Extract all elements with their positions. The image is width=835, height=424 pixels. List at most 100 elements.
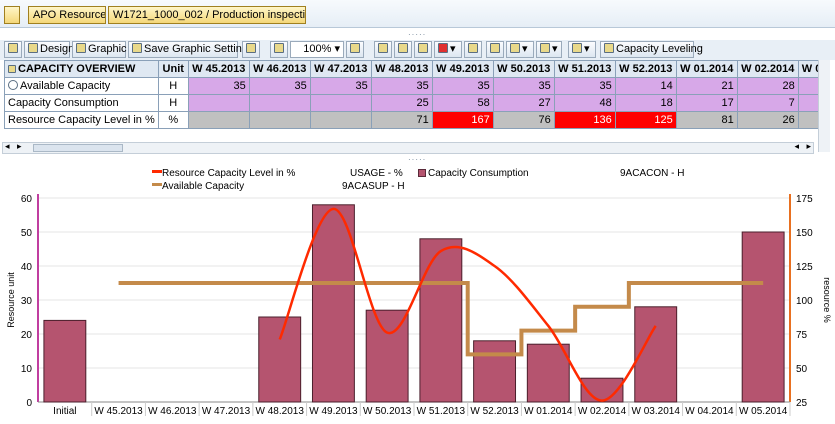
table-cell[interactable] xyxy=(187,111,250,129)
resource-selector-button[interactable]: W1721_1000_002 / Production inspectio xyxy=(108,6,306,24)
row-label-available-capacity[interactable]: Available Capacity xyxy=(4,77,159,95)
table-cell[interactable] xyxy=(309,94,372,112)
table-cell[interactable]: 27 xyxy=(492,94,555,112)
bar-capacity-consumption xyxy=(741,231,785,403)
table-cell[interactable]: 26 xyxy=(736,111,799,129)
splitter-handle-bottom[interactable]: ····· xyxy=(408,155,427,164)
table-cell-overload[interactable]: 125 xyxy=(614,111,677,129)
table-cell[interactable] xyxy=(187,94,250,112)
y2-tick-label: 50 xyxy=(796,364,808,375)
bar-capacity-consumption xyxy=(419,238,463,403)
week-header[interactable]: W 02.2014 xyxy=(736,60,799,78)
table-header-row: CAPACITY OVERVIEW Unit W 45.2013 W 46.20… xyxy=(4,60,826,78)
table-cell[interactable]: 48 xyxy=(553,94,616,112)
legend-square-icon xyxy=(418,169,426,177)
week-header[interactable]: W 50.2013 xyxy=(492,60,555,78)
table-cell-overload[interactable]: 136 xyxy=(553,111,616,129)
table-cell[interactable]: 28 xyxy=(736,77,799,95)
table-header-title[interactable]: CAPACITY OVERVIEW xyxy=(4,60,159,78)
table-cell[interactable]: 35 xyxy=(309,77,372,95)
table-cell[interactable] xyxy=(248,111,311,129)
table-cell-overload[interactable]: 167 xyxy=(431,111,494,129)
zoom-in-button[interactable] xyxy=(346,41,364,58)
week-header[interactable]: W 48.2013 xyxy=(370,60,433,78)
table-row: Resource Capacity Level in % % 71 167 76… xyxy=(4,111,826,129)
alert-button[interactable]: ▾ xyxy=(434,41,462,58)
table-cell[interactable]: 17 xyxy=(675,94,738,112)
table-cell[interactable]: 76 xyxy=(492,111,555,129)
unit-header[interactable]: Unit xyxy=(157,60,189,78)
y2-tick-label: 75 xyxy=(796,330,808,341)
design-button[interactable]: Design xyxy=(24,41,74,58)
zoom-out-button[interactable] xyxy=(270,41,288,58)
table-view-button[interactable]: ▾ xyxy=(568,41,596,58)
table-cell[interactable]: 25 xyxy=(370,94,433,112)
vertical-scrollbar[interactable] xyxy=(818,60,830,152)
filter-button[interactable] xyxy=(464,41,482,58)
table-cell[interactable]: 35 xyxy=(492,77,555,95)
open-folder-button[interactable] xyxy=(4,41,22,58)
settings-button[interactable] xyxy=(242,41,260,58)
horizontal-scrollbar[interactable]: ◂ ▸ ◂ ▸ xyxy=(2,141,814,154)
row-label-resource-capacity-level[interactable]: Resource Capacity Level in % xyxy=(4,111,159,129)
line-resource-capacity-level xyxy=(278,207,657,402)
bar-capacity-consumption xyxy=(311,204,355,403)
search-button[interactable]: ▾ xyxy=(506,41,534,58)
apo-resource-button[interactable]: APO Resource xyxy=(28,6,106,24)
week-header[interactable]: W 01.2014 xyxy=(675,60,738,78)
week-header[interactable]: W 49.2013 xyxy=(431,60,494,78)
table-cell[interactable]: 14 xyxy=(614,77,677,95)
table-cell[interactable]: 35 xyxy=(431,77,494,95)
layout-button[interactable]: ▾ xyxy=(536,41,562,58)
x-tick-label: W 05.2014 xyxy=(739,406,788,417)
table-cell[interactable]: 7 xyxy=(736,94,799,112)
table-cell[interactable]: 35 xyxy=(553,77,616,95)
save-graphic-label: Save Graphic Settings xyxy=(144,43,254,55)
graphic-icon xyxy=(76,43,86,53)
scroll-thumb[interactable] xyxy=(33,144,123,152)
scroll-right-arrow-icon-right[interactable]: ▸ xyxy=(806,141,811,151)
table-cell[interactable]: 21 xyxy=(675,77,738,95)
legend-item-available: Available Capacity xyxy=(152,181,244,192)
scroll-right-arrow-icon[interactable]: ▸ xyxy=(17,141,22,151)
layout-icon xyxy=(540,43,550,53)
table-cell[interactable]: 71 xyxy=(370,111,433,129)
table-cell[interactable]: 35 xyxy=(187,77,250,95)
row-label-capacity-consumption[interactable]: Capacity Consumption xyxy=(4,94,159,112)
document-button[interactable] xyxy=(374,41,392,58)
table-cell[interactable] xyxy=(309,111,372,129)
week-header[interactable]: W 46.2013 xyxy=(248,60,311,78)
alert-icon xyxy=(438,43,448,53)
table-cell[interactable]: 35 xyxy=(248,77,311,95)
capacity-leveling-button[interactable]: Capacity Leveling xyxy=(600,41,703,58)
week-header[interactable]: W 47.2013 xyxy=(309,60,372,78)
x-tick-label: W 04.2014 xyxy=(685,406,734,417)
legend-line-red-icon xyxy=(152,170,162,173)
print-icon xyxy=(418,43,428,53)
grid-settings-icon xyxy=(246,43,256,53)
menu-icon[interactable] xyxy=(4,6,20,24)
capacity-overview-table: CAPACITY OVERVIEW Unit W 45.2013 W 46.20… xyxy=(4,60,826,129)
people-button[interactable] xyxy=(486,41,504,58)
graphic-button[interactable]: Graphic xyxy=(72,41,127,58)
y2-tick-label: 25 xyxy=(796,398,808,409)
x-tick-label: Initial xyxy=(53,406,76,417)
week-header[interactable]: W 52.2013 xyxy=(614,60,677,78)
week-header[interactable]: W 45.2013 xyxy=(187,60,250,78)
table-cell[interactable]: 35 xyxy=(370,77,433,95)
legend-item-consumption: Capacity Consumption xyxy=(418,168,529,179)
y-tick-label: 50 xyxy=(21,228,33,239)
copy-button[interactable] xyxy=(394,41,412,58)
table-cell[interactable] xyxy=(248,94,311,112)
table-cell[interactable]: 58 xyxy=(431,94,494,112)
scroll-left-arrow-icon[interactable]: ◂ xyxy=(5,141,10,151)
scroll-left-arrow-icon-right[interactable]: ◂ xyxy=(794,141,799,151)
zoom-select[interactable]: 100% ▾ xyxy=(290,41,344,58)
bar-capacity-consumption xyxy=(526,343,570,403)
table-cell[interactable]: 18 xyxy=(614,94,677,112)
week-header[interactable]: W 51.2013 xyxy=(553,60,616,78)
table-cell[interactable]: 81 xyxy=(675,111,738,129)
save-graphic-settings-button[interactable]: Save Graphic Settings xyxy=(128,41,253,58)
print-button[interactable] xyxy=(414,41,432,58)
splitter-handle-top[interactable]: ····· xyxy=(408,30,427,39)
